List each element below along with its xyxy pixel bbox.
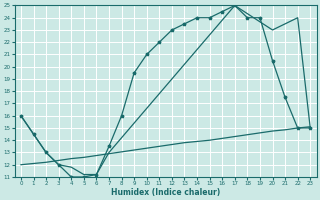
X-axis label: Humidex (Indice chaleur): Humidex (Indice chaleur) [111, 188, 220, 197]
